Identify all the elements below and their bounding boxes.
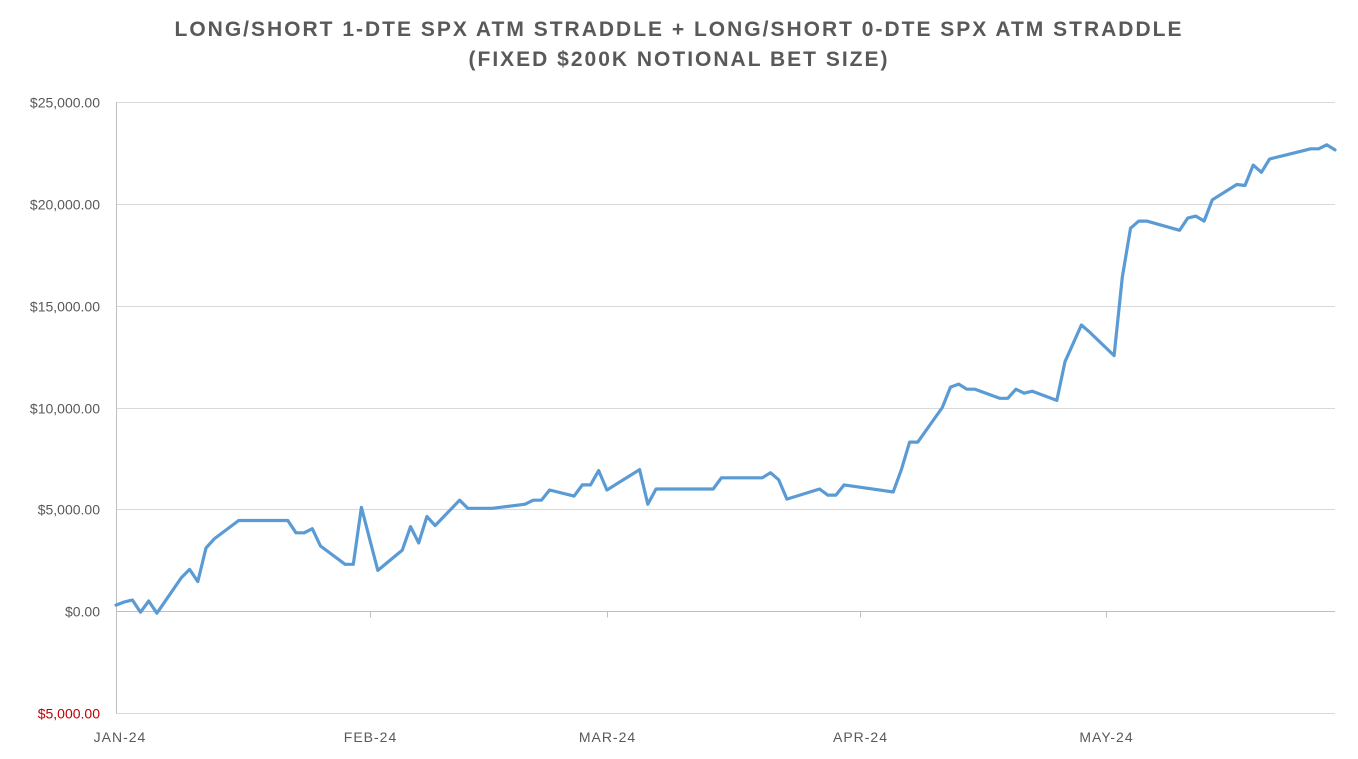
gridlines <box>116 102 1335 714</box>
y-tick-label: $0.00 <box>65 604 100 620</box>
x-tick-label: MAY-24 <box>1079 729 1133 745</box>
y-tick-label: $5,000.00 <box>38 706 100 722</box>
tick-labels: $25,000.00 $20,000.00 $15,000.00 $10,000.00… <box>30 95 1133 746</box>
x-tick-label: JAN-24 <box>94 729 147 745</box>
series-layer <box>114 143 1337 615</box>
x-tick-label: FEB-24 <box>344 729 397 745</box>
x-tick-label: MAR-24 <box>579 729 636 745</box>
chart-title-line-2: (FIXED $200K NOTIONAL BET SIZE) <box>468 48 890 71</box>
y-tick-label: $5,000.00 <box>38 502 100 518</box>
y-tick-label: $15,000.00 <box>30 299 100 315</box>
y-tick-label: $25,000.00 <box>30 95 100 111</box>
axes <box>116 102 1335 713</box>
y-tick-label: $10,000.00 <box>30 401 100 417</box>
series-line <box>114 143 1337 615</box>
chart-title-line-1: LONG/SHORT 1-DTE SPX ATM STRADDLE + LONG… <box>174 18 1184 41</box>
y-tick-label: $20,000.00 <box>30 197 100 213</box>
x-tick-label: APR-24 <box>833 729 888 745</box>
